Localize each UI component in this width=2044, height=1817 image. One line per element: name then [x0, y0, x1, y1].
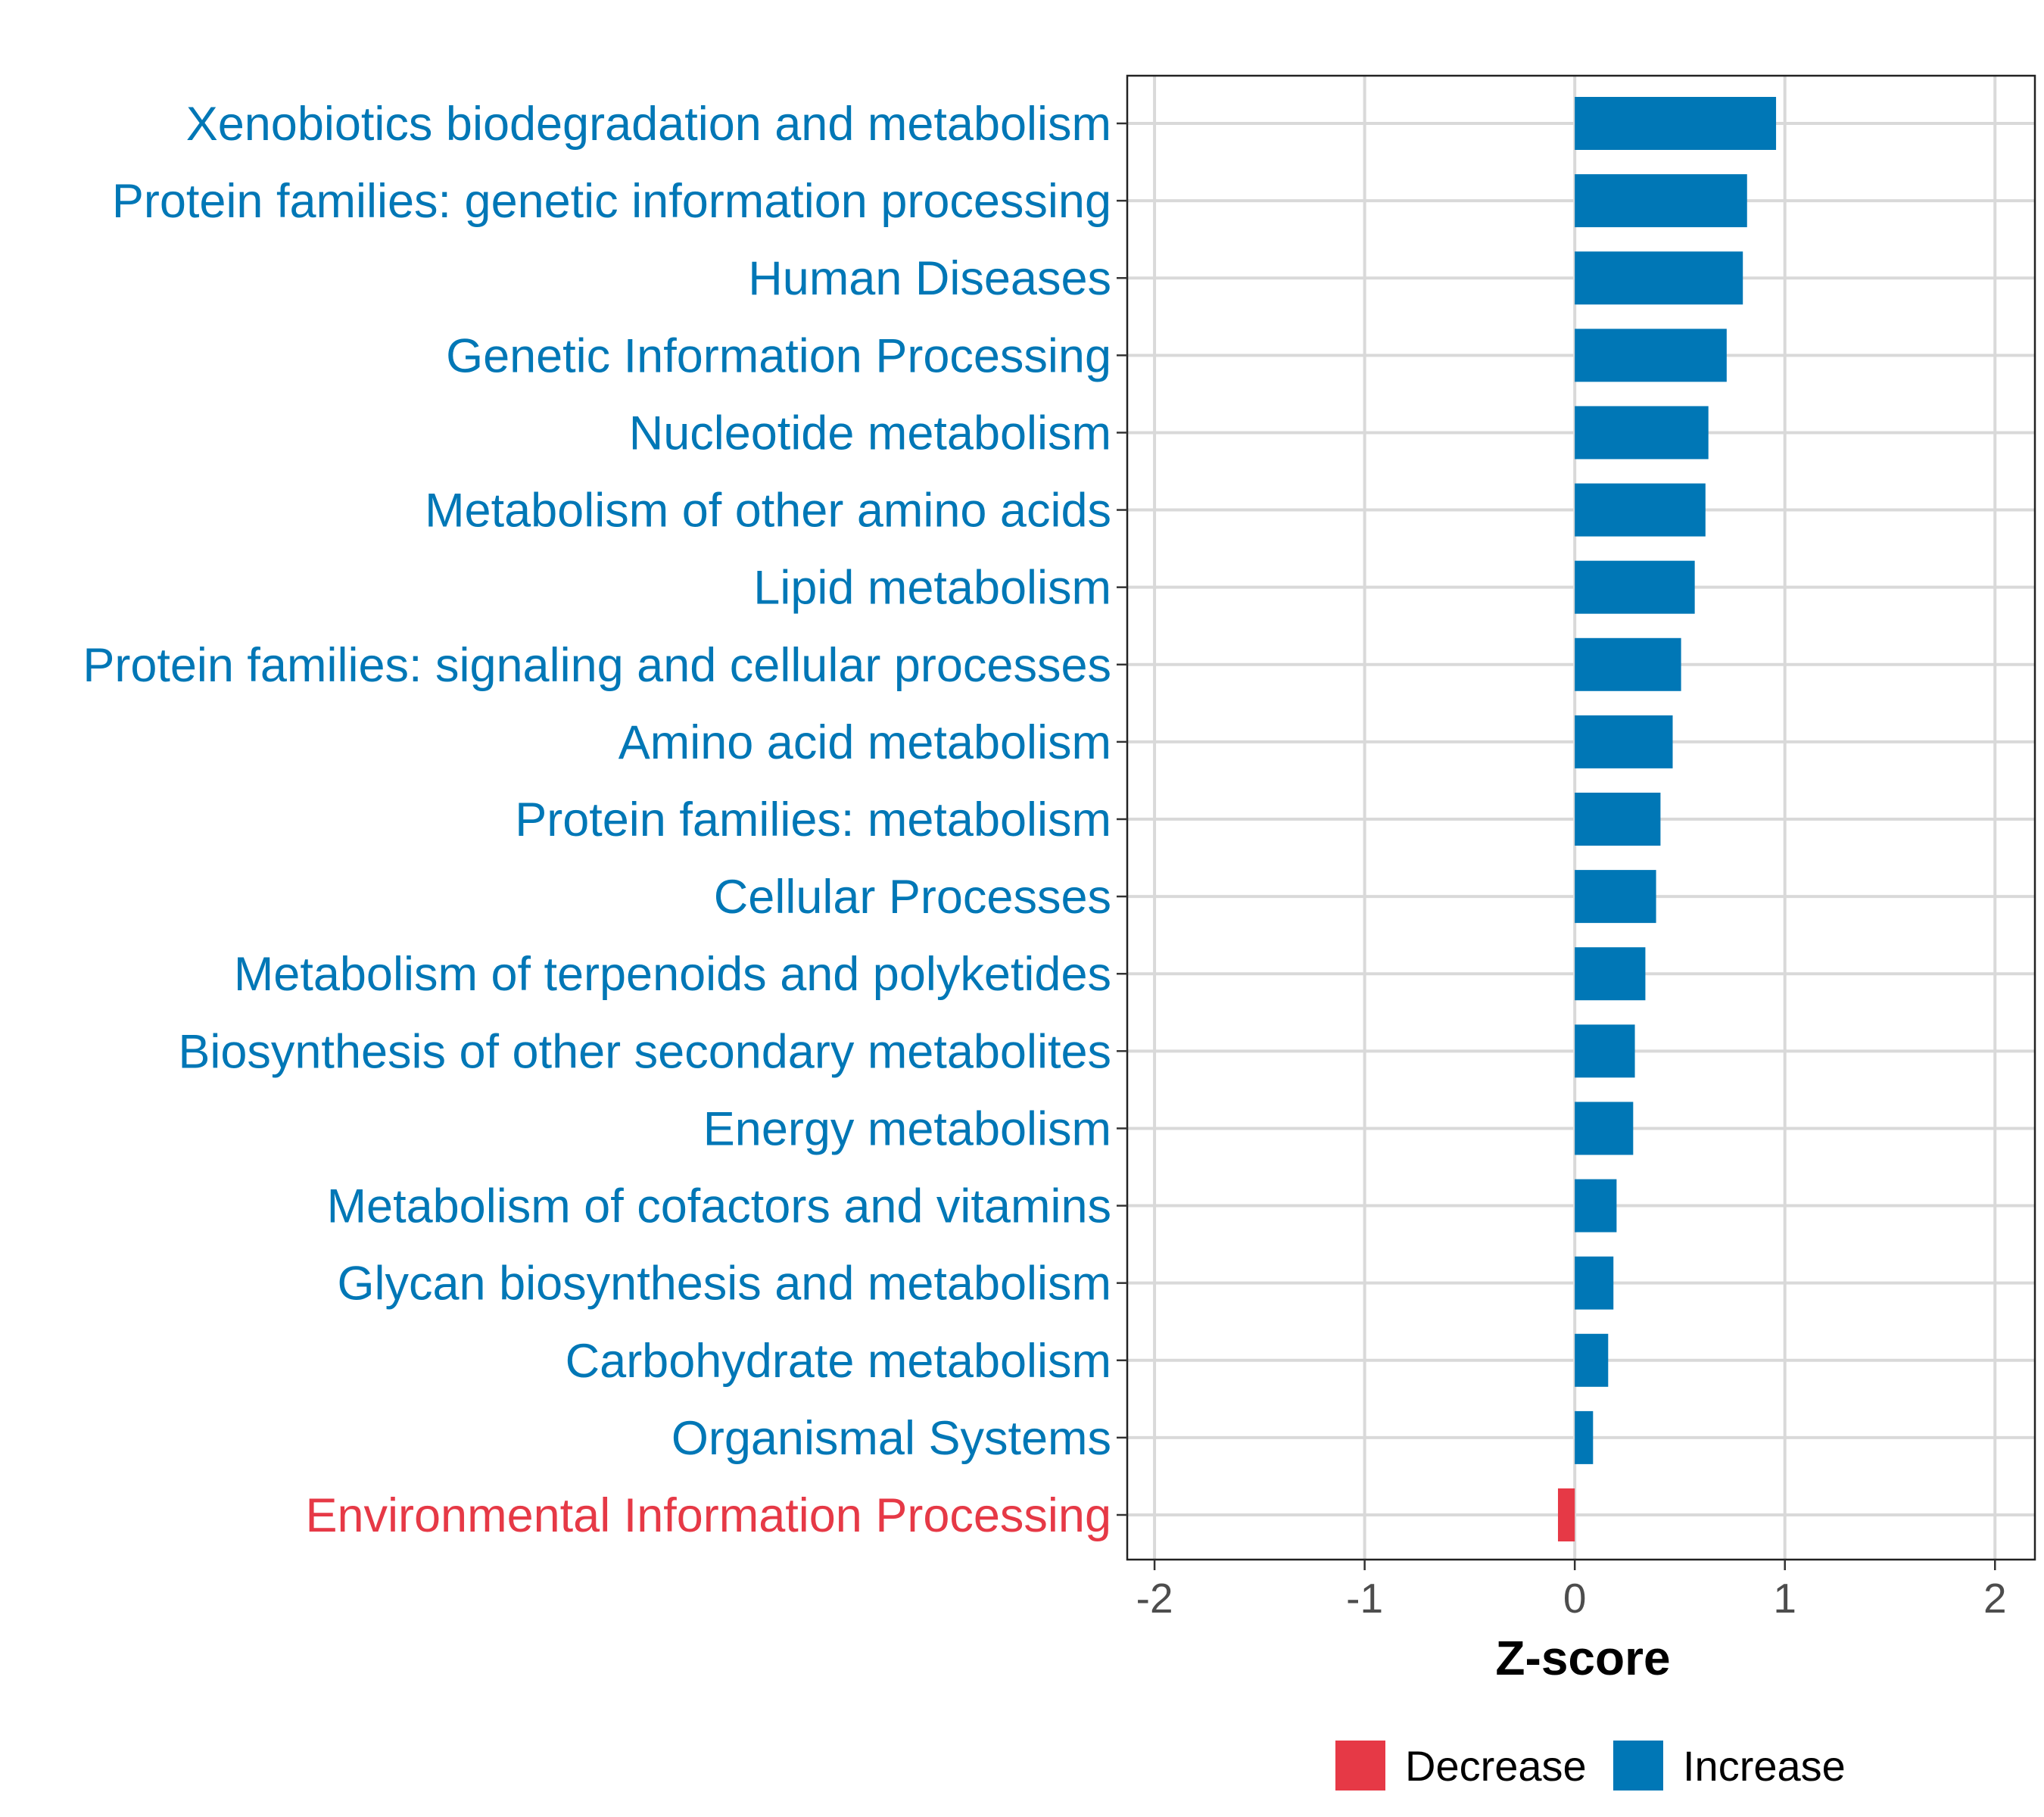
- x-axis-ticks: -2 -1 0 1 2: [1136, 1560, 2007, 1622]
- category-label: Amino acid metabolism: [618, 716, 1111, 769]
- bar: [1575, 1102, 1634, 1155]
- x-tick-label: -2: [1136, 1575, 1173, 1622]
- legend-label-increase: Increase: [1683, 1742, 1846, 1790]
- x-tick-label: -1: [1346, 1575, 1383, 1622]
- bar: [1575, 560, 1695, 614]
- bar: [1575, 483, 1706, 537]
- category-label: Protein families: genetic information pr…: [112, 175, 1111, 228]
- bar: [1575, 1333, 1609, 1387]
- category-labels: Xenobiotics biodegradation and metabolis…: [83, 98, 1127, 1542]
- bar: [1575, 715, 1673, 768]
- category-label: Environmental Information Processing: [305, 1489, 1111, 1542]
- bar: [1575, 637, 1681, 691]
- legend-label-decrease: Decrease: [1405, 1742, 1587, 1790]
- category-label: Carbohydrate metabolism: [566, 1335, 1111, 1388]
- bars: [1557, 97, 1777, 1541]
- bar: [1575, 870, 1656, 924]
- bar: [1557, 1488, 1575, 1541]
- category-label: Human Diseases: [748, 252, 1111, 305]
- bar: [1575, 97, 1777, 150]
- category-label: Metabolism of cofactors and vitamins: [327, 1180, 1111, 1233]
- bar: [1575, 793, 1661, 846]
- category-label: Cellular Processes: [714, 871, 1111, 924]
- category-label: Genetic Information Processing: [446, 329, 1111, 382]
- category-label: Protein families: signaling and cellular…: [83, 639, 1111, 692]
- bar: [1575, 1024, 1635, 1078]
- bar: [1575, 329, 1727, 382]
- bar: [1575, 1179, 1617, 1233]
- bar: [1575, 1256, 1614, 1310]
- bar: [1575, 174, 1747, 228]
- x-tick-label: 2: [1983, 1575, 2007, 1622]
- x-tick-label: 0: [1563, 1575, 1587, 1622]
- category-label: Lipid metabolism: [753, 562, 1111, 615]
- legend-swatch-increase: [1613, 1741, 1663, 1791]
- category-label: Organismal Systems: [671, 1412, 1111, 1465]
- category-label: Xenobiotics biodegradation and metabolis…: [186, 98, 1111, 151]
- panel-border: [1126, 74, 2036, 1561]
- category-label: Metabolism of other amino acids: [425, 485, 1111, 538]
- legend-swatch-decrease: [1335, 1741, 1385, 1791]
- category-label: Metabolism of terpenoids and polyketides: [234, 948, 1111, 1001]
- category-label: Biosynthesis of other secondary metaboli…: [178, 1025, 1111, 1078]
- category-label: Nucleotide metabolism: [629, 407, 1111, 460]
- legend: Decrease Increase: [1335, 1741, 1846, 1791]
- category-label: Energy metabolism: [703, 1102, 1111, 1155]
- x-tick-label: 1: [1773, 1575, 1796, 1622]
- bar: [1575, 1410, 1594, 1464]
- bar: [1575, 406, 1709, 460]
- x-axis-title: Z-score: [1495, 1631, 1670, 1685]
- bar: [1575, 251, 1743, 305]
- category-label: Protein families: metabolism: [515, 793, 1111, 846]
- category-label: Glycan biosynthesis and metabolism: [338, 1258, 1112, 1311]
- bar: [1575, 947, 1646, 1001]
